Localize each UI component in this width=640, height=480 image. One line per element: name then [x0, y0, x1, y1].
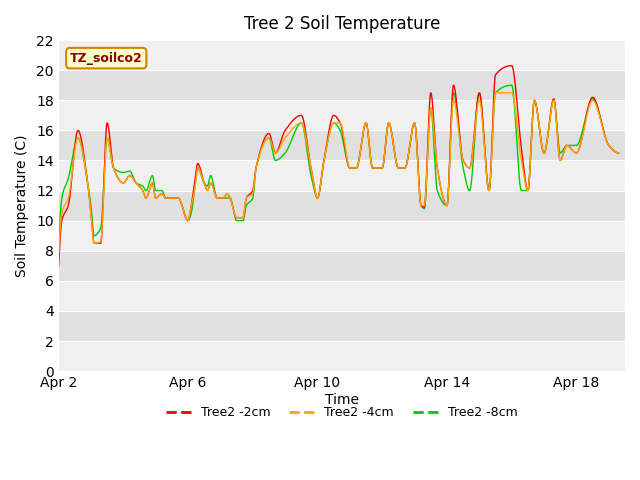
Tree2 -2cm	[327, 119, 335, 124]
Line: Tree2 -2cm: Tree2 -2cm	[58, 66, 618, 266]
Bar	[58, 70, 625, 100]
Tree2 -2cm	[598, 124, 606, 130]
Tree2 -8cm	[598, 123, 606, 129]
Tree2 -2cm	[54, 263, 62, 269]
Tree2 -4cm	[54, 251, 62, 257]
Bar	[58, 311, 625, 341]
Text: TZ_soilco2: TZ_soilco2	[70, 52, 143, 65]
Title: Tree 2 Soil Temperature: Tree 2 Soil Temperature	[244, 15, 440, 33]
Tree2 -8cm	[54, 248, 62, 253]
Tree2 -4cm	[598, 125, 606, 131]
Tree2 -8cm	[614, 150, 622, 156]
Y-axis label: Soil Temperature (C): Soil Temperature (C)	[15, 134, 29, 277]
Line: Tree2 -4cm: Tree2 -4cm	[58, 93, 618, 254]
Bar	[58, 191, 625, 221]
Bar	[58, 131, 625, 160]
Tree2 -4cm	[327, 125, 335, 131]
Tree2 -8cm	[327, 125, 335, 131]
Tree2 -4cm	[83, 177, 91, 182]
Tree2 -2cm	[508, 63, 515, 69]
Tree2 -8cm	[598, 124, 606, 130]
Tree2 -4cm	[614, 150, 622, 156]
Tree2 -4cm	[492, 90, 499, 96]
Tree2 -4cm	[598, 124, 606, 130]
Tree2 -8cm	[312, 193, 320, 199]
Tree2 -2cm	[83, 176, 91, 182]
Tree2 -4cm	[312, 192, 320, 198]
Line: Tree2 -8cm: Tree2 -8cm	[58, 85, 618, 251]
Bar	[58, 160, 625, 191]
Bar	[58, 40, 625, 70]
Bar	[58, 251, 625, 281]
Tree2 -8cm	[508, 83, 515, 88]
Bar	[58, 221, 625, 251]
X-axis label: Time: Time	[324, 393, 359, 407]
Tree2 -8cm	[495, 86, 503, 92]
Legend: Tree2 -2cm, Tree2 -4cm, Tree2 -8cm: Tree2 -2cm, Tree2 -4cm, Tree2 -8cm	[161, 401, 522, 424]
Tree2 -8cm	[83, 177, 91, 182]
Bar	[58, 341, 625, 371]
Tree2 -2cm	[495, 68, 503, 73]
Tree2 -4cm	[496, 90, 504, 96]
Tree2 -2cm	[614, 150, 622, 156]
Bar	[58, 281, 625, 311]
Tree2 -2cm	[312, 192, 320, 198]
Tree2 -2cm	[598, 122, 606, 128]
Bar	[58, 100, 625, 131]
